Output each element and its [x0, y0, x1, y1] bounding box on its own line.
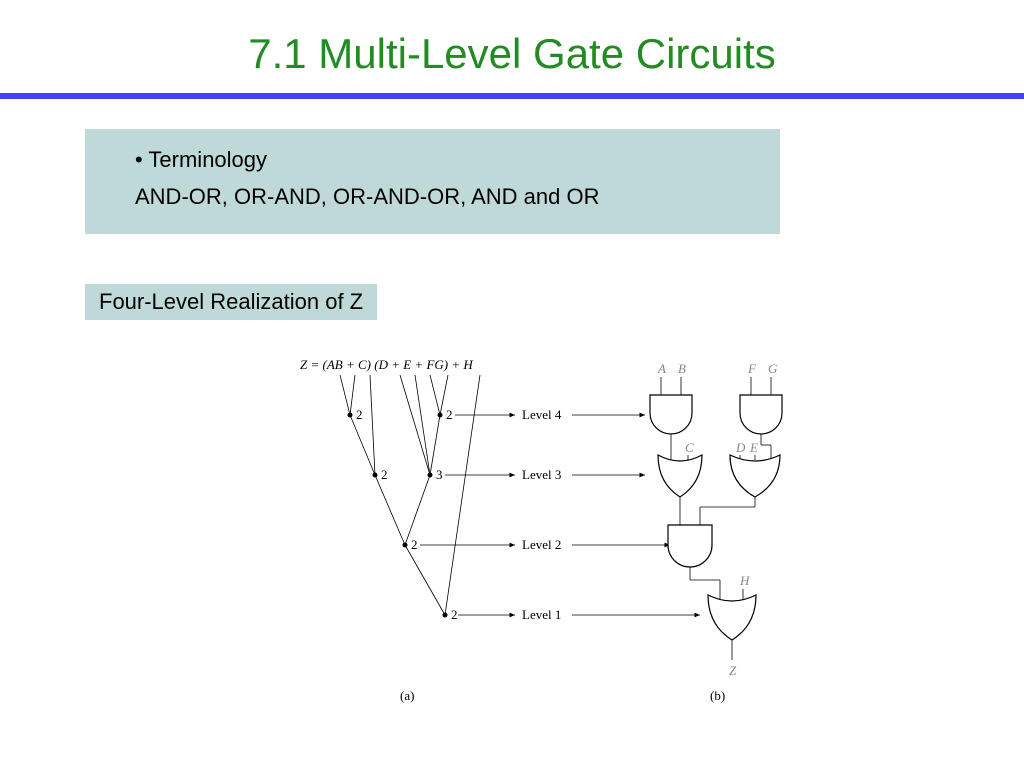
- and-gate-level2: [668, 525, 712, 567]
- title-underline: [0, 93, 1024, 99]
- bullet-terminology: Terminology: [135, 141, 760, 178]
- part-b-label: (b): [710, 688, 725, 703]
- level-labels: Level 4 Level 3 Level 2 Level 1: [420, 407, 700, 622]
- input-B: B: [678, 361, 686, 376]
- input-A: A: [657, 361, 666, 376]
- level1-label: Level 1: [522, 607, 561, 622]
- svg-text:2: 2: [411, 537, 418, 552]
- and-gate-fg: [740, 395, 782, 434]
- part-a-label: (a): [400, 688, 414, 703]
- input-F: F: [747, 361, 757, 376]
- tree-diagram: 2 2 2 3 2 2: [340, 375, 480, 622]
- circuit-diagram: Z = (AB + C) (D + E + FG) + H 2 2 2 3 2 2 Lev…: [300, 355, 860, 725]
- terminology-text: AND-OR, OR-AND, OR-AND-OR, AND and OR: [135, 178, 760, 215]
- level2-label: Level 2: [522, 537, 561, 552]
- slide-title: 7.1 Multi-Level Gate Circuits: [0, 0, 1024, 93]
- input-H: H: [739, 573, 750, 588]
- output-Z: Z: [729, 663, 737, 678]
- level4-label: Level 4: [522, 407, 562, 422]
- or-gate-defg: [730, 455, 780, 497]
- equation-text: Z = (AB + C) (D + E + FG) + H: [300, 357, 473, 372]
- svg-text:2: 2: [451, 607, 458, 622]
- svg-text:3: 3: [436, 467, 443, 482]
- sub-label: Four-Level Realization of Z: [85, 284, 377, 320]
- gate-circuit: A B F G C D E H: [650, 361, 782, 678]
- or-gate-level1: [708, 595, 756, 640]
- or-gate-abc: [658, 455, 702, 497]
- terminology-box: Terminology AND-OR, OR-AND, OR-AND-OR, A…: [85, 129, 780, 234]
- svg-text:2: 2: [446, 407, 453, 422]
- input-E: E: [749, 440, 758, 455]
- svg-text:2: 2: [381, 467, 388, 482]
- input-C: C: [685, 440, 694, 455]
- level3-label: Level 3: [522, 467, 561, 482]
- and-gate-ab: [650, 395, 692, 434]
- input-G: G: [768, 361, 778, 376]
- input-D: D: [735, 440, 746, 455]
- svg-text:2: 2: [356, 407, 363, 422]
- tree-nodes: 2 2 2 3 2 2: [348, 407, 458, 622]
